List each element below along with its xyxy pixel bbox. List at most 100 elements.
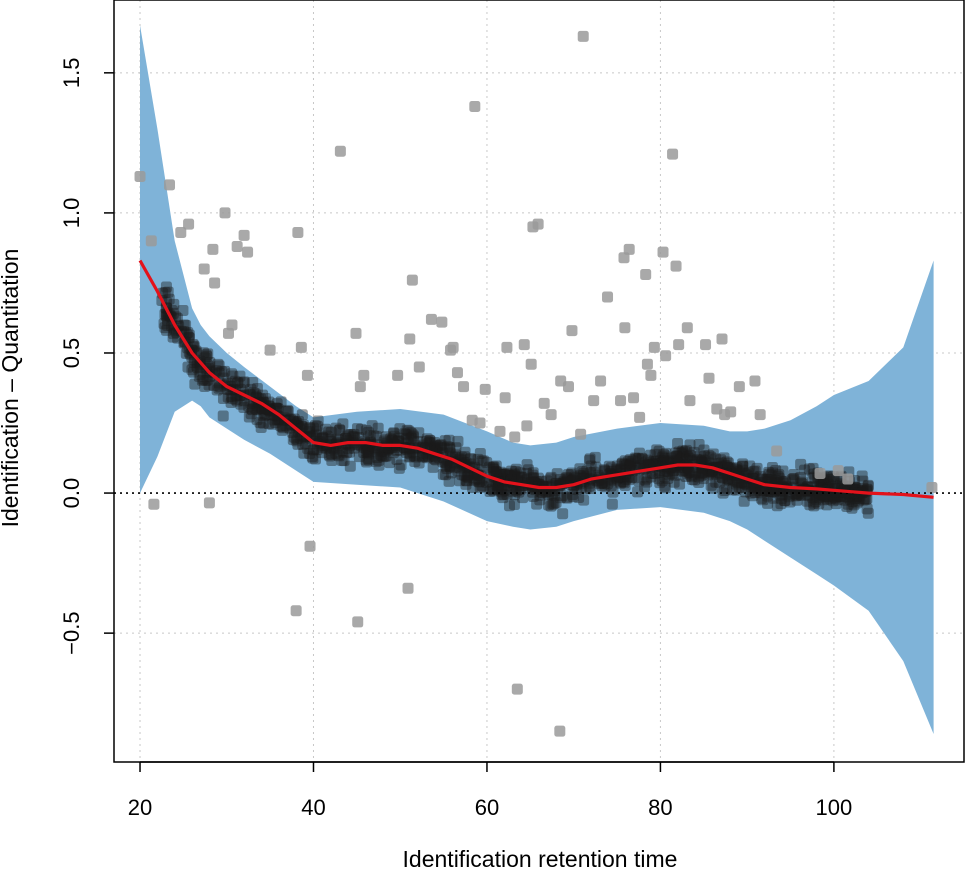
data-point xyxy=(589,451,601,463)
data-point xyxy=(254,417,266,429)
data-point xyxy=(266,418,278,430)
data-point xyxy=(495,466,507,478)
data-point xyxy=(325,426,337,438)
data-point xyxy=(577,30,589,42)
data-point xyxy=(416,450,428,462)
data-point xyxy=(370,456,382,468)
data-point xyxy=(666,468,678,480)
data-point xyxy=(371,452,383,464)
data-point xyxy=(680,471,692,483)
data-point xyxy=(660,482,672,494)
data-point xyxy=(723,474,735,486)
data-point xyxy=(789,488,801,500)
data-point xyxy=(506,485,518,497)
data-point xyxy=(645,471,657,483)
data-point xyxy=(672,438,684,450)
data-point xyxy=(741,479,753,491)
data-point xyxy=(562,381,574,393)
data-point xyxy=(738,495,750,507)
data-point xyxy=(334,424,346,436)
data-point xyxy=(490,460,502,472)
data-point xyxy=(188,340,200,352)
data-point xyxy=(504,469,516,481)
data-point xyxy=(752,483,764,495)
data-point xyxy=(308,444,320,456)
data-point xyxy=(311,426,323,438)
data-point xyxy=(394,423,406,435)
data-point xyxy=(363,442,375,454)
data-point xyxy=(447,341,459,353)
data-point xyxy=(707,482,719,494)
data-point xyxy=(617,475,629,487)
data-point xyxy=(341,447,353,459)
data-point xyxy=(211,384,223,396)
data-point xyxy=(277,422,289,434)
data-point xyxy=(431,440,443,452)
data-point xyxy=(167,331,179,343)
data-point xyxy=(588,466,600,478)
data-point xyxy=(291,435,303,447)
data-point xyxy=(316,447,328,459)
data-point xyxy=(641,459,653,471)
data-point xyxy=(561,491,573,503)
data-point xyxy=(491,479,503,491)
data-point xyxy=(606,498,618,510)
data-point xyxy=(444,460,456,472)
data-point xyxy=(304,447,316,459)
data-point xyxy=(242,246,254,258)
data-point xyxy=(496,489,508,501)
data-point xyxy=(771,445,783,457)
data-point xyxy=(615,477,627,489)
data-point xyxy=(465,453,477,465)
data-point xyxy=(650,455,662,467)
data-point xyxy=(630,453,642,465)
data-point xyxy=(490,466,502,478)
data-point xyxy=(702,469,714,481)
data-point xyxy=(737,464,749,476)
data-point xyxy=(499,392,511,404)
data-point xyxy=(408,450,420,462)
data-point xyxy=(848,499,860,511)
data-point xyxy=(817,489,829,501)
data-point xyxy=(444,443,456,455)
data-point xyxy=(770,475,782,487)
data-point xyxy=(183,331,195,343)
data-point xyxy=(618,252,630,264)
data-point xyxy=(261,409,273,421)
data-point xyxy=(202,374,214,386)
data-point xyxy=(676,465,688,477)
data-point xyxy=(620,473,632,485)
data-point xyxy=(199,380,211,392)
data-point xyxy=(488,466,500,478)
data-point xyxy=(610,463,622,475)
data-point xyxy=(541,475,553,487)
data-point xyxy=(488,463,500,475)
data-point xyxy=(715,457,727,469)
data-point xyxy=(543,489,555,501)
data-point xyxy=(345,428,357,440)
data-point xyxy=(705,479,717,491)
data-point xyxy=(755,487,767,499)
data-point xyxy=(686,471,698,483)
data-point xyxy=(503,469,515,481)
data-point xyxy=(363,448,375,460)
data-point xyxy=(229,375,241,387)
data-point xyxy=(584,453,596,465)
data-point xyxy=(786,474,798,486)
data-point xyxy=(511,683,523,695)
data-point xyxy=(456,451,468,463)
data-point xyxy=(698,473,710,485)
data-point xyxy=(392,369,404,381)
data-point xyxy=(809,488,821,500)
data-point xyxy=(763,485,775,497)
data-point xyxy=(658,449,670,461)
data-point xyxy=(226,391,238,403)
data-point xyxy=(259,409,271,421)
data-point xyxy=(632,486,644,498)
data-point xyxy=(257,417,269,429)
data-point xyxy=(861,493,873,505)
data-point xyxy=(560,472,572,484)
data-point xyxy=(822,478,834,490)
data-point xyxy=(671,450,683,462)
data-point xyxy=(400,428,412,440)
